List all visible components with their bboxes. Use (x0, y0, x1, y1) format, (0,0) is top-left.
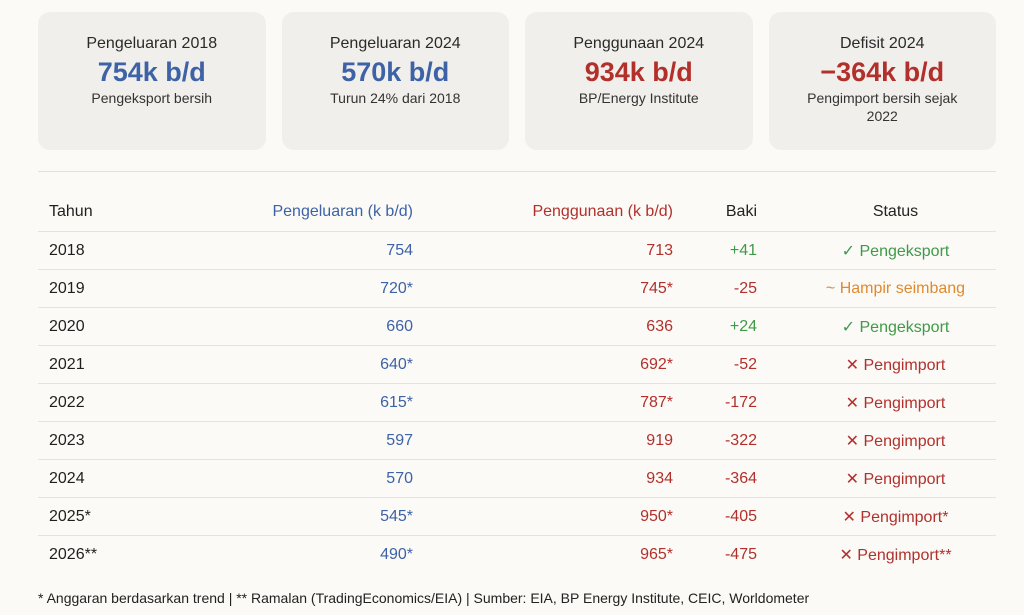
balance-cell: -475 (673, 535, 757, 573)
status-cell: ✕ Pengimport (757, 459, 996, 498)
footnote: * Anggaran berdasarkan trend | ** Ramala… (38, 590, 810, 606)
card-title: Pengeluaran 2018 (86, 35, 218, 52)
table-row: 2025* 545* 950* -405 ✕ Pengimport* (38, 497, 996, 536)
card-title: Penggunaan 2024 (573, 35, 705, 52)
consumption-cell: 965* (413, 535, 673, 573)
balance-cell: +24 (673, 307, 757, 346)
table-row: 2026** 490* 965* -475 ✕ Pengimport** (38, 535, 996, 573)
header-year: Tahun (49, 202, 93, 220)
year-cell: 2023 (38, 421, 177, 460)
table-row: 2023 597 919 -322 ✕ Pengimport (38, 421, 996, 460)
card-title: Defisit 2024 (840, 35, 925, 52)
card-production-2024: Pengeluaran 2024 570k b/d Turun 24% dari… (281, 12, 509, 150)
card-subtitle: BP/Energy Institute (578, 90, 699, 106)
table-row: 2024 570 934 -364 ✕ Pengimport (38, 459, 996, 498)
status-cell: ✓ Pengeksport (757, 231, 996, 270)
year-cell: 2025* (38, 497, 177, 536)
year-cell: 2022 (38, 383, 177, 422)
production-cell: 570 (177, 459, 413, 498)
consumption-cell: 950* (413, 497, 673, 536)
consumption-cell: 636 (413, 307, 673, 346)
balance-cell: +41 (673, 231, 757, 270)
header-consumption: Penggunaan (k b/d) (532, 202, 673, 220)
oil-balance-table: Tahun Pengeluaran (k b/d) Penggunaan (k … (38, 192, 996, 573)
balance-cell: -322 (673, 421, 757, 460)
card-subtitle: Pengimport bersih sejak 2022 (807, 90, 958, 124)
table-row: 2021 640* 692* -52 ✕ Pengimport (38, 345, 996, 384)
consumption-cell: 713 (413, 231, 673, 270)
card-subtitle: Turun 24% dari 2018 (330, 90, 461, 106)
year-cell: 2019 (38, 269, 177, 308)
production-cell: 754 (177, 231, 413, 270)
year-cell: 2024 (38, 459, 177, 498)
card-value: −364k b/d (820, 57, 945, 87)
balance-cell: -172 (673, 383, 757, 422)
card-title: Pengeluaran 2024 (329, 35, 461, 52)
balance-cell: -364 (673, 459, 757, 498)
production-cell: 640* (177, 345, 413, 384)
table-row: 2022 615* 787* -172 ✕ Pengimport (38, 383, 996, 422)
header-status: Status (872, 202, 919, 220)
balance-cell: -52 (673, 345, 757, 384)
card-value: 570k b/d (341, 57, 450, 87)
table-header-row: Tahun Pengeluaran (k b/d) Penggunaan (k … (38, 192, 996, 232)
production-cell: 597 (177, 421, 413, 460)
header-balance: Baki (725, 202, 757, 220)
production-cell: 490* (177, 535, 413, 573)
status-cell: ✕ Pengimport (757, 421, 996, 460)
status-cell: ~ Hampir seimbang (757, 269, 996, 308)
production-cell: 545* (177, 497, 413, 536)
year-cell: 2026** (38, 535, 177, 573)
consumption-cell: 934 (413, 459, 673, 498)
consumption-cell: 919 (413, 421, 673, 460)
year-cell: 2020 (38, 307, 177, 346)
production-cell: 615* (177, 383, 413, 422)
balance-cell: -25 (673, 269, 757, 308)
table-row: 2018 754 713 +41 ✓ Pengeksport (38, 231, 996, 270)
card-deficit-2024: Defisit 2024 −364k b/d Pengimport bersih… (768, 12, 996, 150)
summary-cards: Pengeluaran 2018 754k b/d Pengeksport be… (38, 12, 996, 150)
status-cell: ✕ Pengimport (757, 383, 996, 422)
consumption-cell: 745* (413, 269, 673, 308)
card-subtitle: Pengeksport bersih (91, 90, 213, 106)
card-production-2018: Pengeluaran 2018 754k b/d Pengeksport be… (38, 12, 266, 150)
production-cell: 720* (177, 269, 413, 308)
section-divider (38, 171, 996, 172)
year-cell: 2021 (38, 345, 177, 384)
status-cell: ✓ Pengeksport (757, 307, 996, 346)
status-cell: ✕ Pengimport (757, 345, 996, 384)
consumption-cell: 692* (413, 345, 673, 384)
header-production: Pengeluaran (k b/d) (272, 202, 413, 220)
consumption-cell: 787* (413, 383, 673, 422)
year-cell: 2018 (38, 231, 177, 270)
table-row: 2020 660 636 +24 ✓ Pengeksport (38, 307, 996, 346)
table-row: 2019 720* 745* -25 ~ Hampir seimbang (38, 269, 996, 308)
card-consumption-2024: Penggunaan 2024 934k b/d BP/Energy Insti… (525, 12, 753, 150)
production-cell: 660 (177, 307, 413, 346)
card-value: 934k b/d (584, 57, 693, 87)
status-cell: ✕ Pengimport* (757, 497, 996, 536)
status-cell: ✕ Pengimport** (757, 535, 996, 573)
card-value: 754k b/d (97, 57, 206, 87)
balance-cell: -405 (673, 497, 757, 536)
